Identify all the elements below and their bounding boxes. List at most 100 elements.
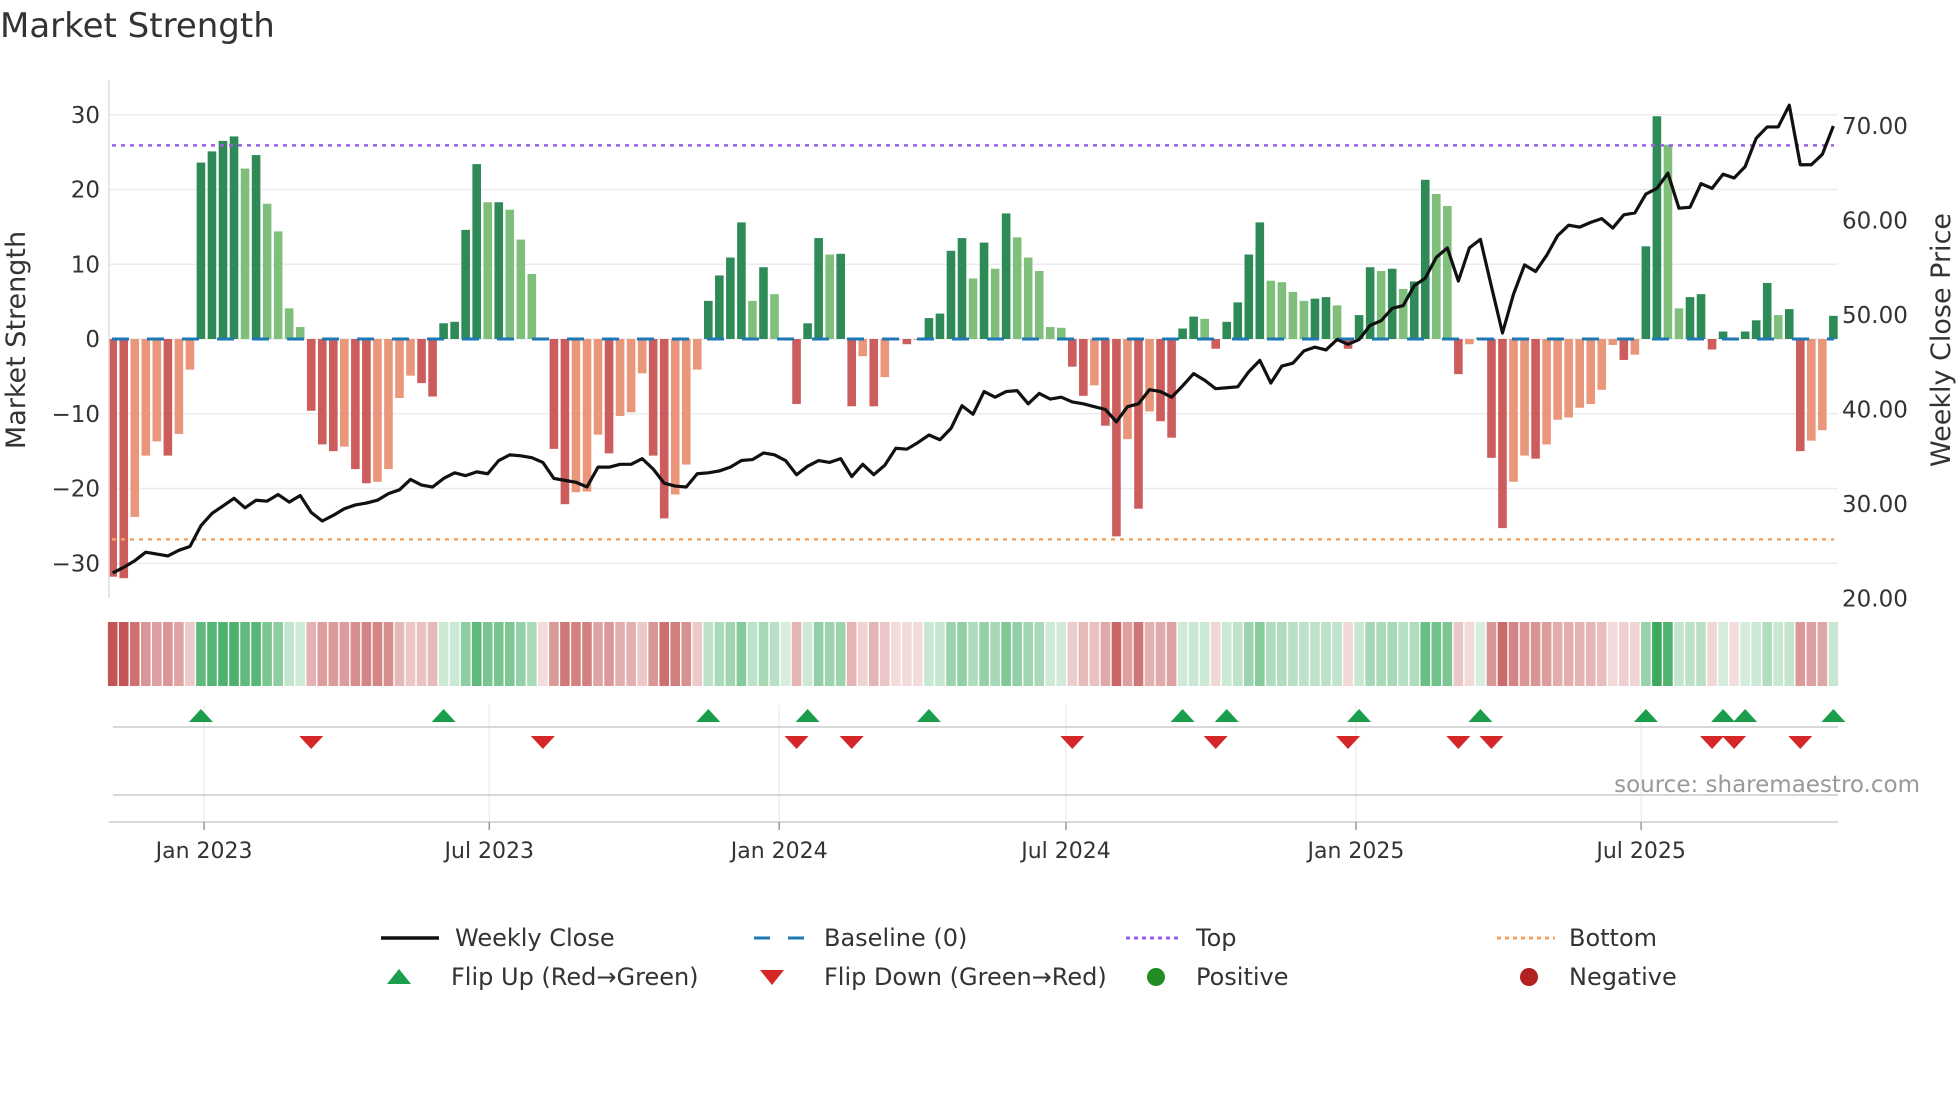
strength-bar: [317, 339, 327, 445]
strength-bar: [1762, 282, 1772, 339]
legend-positive: Positive: [1126, 963, 1289, 991]
strength-bar: [1112, 339, 1121, 537]
strip-cell: [648, 622, 658, 686]
strength-bar: [1266, 280, 1276, 339]
strip-cell: [692, 622, 703, 686]
x-tick-label: Jul 2024: [1019, 839, 1111, 864]
strength-bar: [1487, 339, 1496, 458]
strip-cell: [1100, 622, 1111, 686]
weekly-close-series: [111, 103, 1835, 575]
strength-bar: [604, 339, 614, 454]
flip-up-marker: [916, 709, 941, 722]
legend-label: Top: [1196, 924, 1237, 952]
strip-cell: [1696, 622, 1706, 686]
strip-cell: [1365, 622, 1375, 686]
strength-bar: [1101, 339, 1110, 426]
strength-bar: [1443, 205, 1452, 339]
strength-bar: [141, 339, 151, 456]
strength-bar: [1288, 291, 1298, 339]
strength-bar: [792, 339, 801, 405]
strength-bar: [1575, 339, 1584, 408]
strip-cell: [802, 622, 813, 686]
strength-bar: [384, 339, 393, 470]
strip-cell: [670, 622, 681, 686]
strength-bar: [505, 209, 515, 339]
strip-cell: [317, 622, 328, 686]
y-axis-title: Market Strength: [1, 231, 32, 449]
strength-bar: [924, 318, 934, 339]
strip-cell: [1773, 622, 1784, 686]
strip-cell: [328, 622, 339, 686]
strength-bar: [1586, 339, 1596, 405]
strength-bar: [450, 321, 459, 339]
strip-cell: [383, 622, 394, 686]
strength-bar: [1178, 328, 1187, 339]
strength-bar: [990, 268, 1000, 339]
strip-cell: [527, 622, 537, 686]
strength-bar: [571, 339, 581, 493]
strip-cell: [229, 622, 239, 686]
strength-bar: [1409, 281, 1419, 339]
strip-cell: [1155, 622, 1166, 686]
strength-bar: [1244, 254, 1254, 339]
strip-cell: [1420, 622, 1431, 686]
flip-down-marker: [299, 736, 324, 749]
y2-tick-label: 50.00: [1842, 303, 1908, 329]
strip-cell: [416, 622, 427, 686]
x-tick-label: Jul 2025: [1594, 839, 1686, 864]
strip-cell: [140, 622, 151, 686]
strip-cell: [1619, 622, 1629, 686]
strip-cell: [1045, 622, 1056, 686]
strength-bar: [1255, 222, 1265, 339]
strength-bar: [1023, 257, 1033, 339]
strength-bar: [240, 168, 250, 339]
strip-cell: [1199, 622, 1210, 686]
strength-bar: [395, 339, 404, 399]
strength-bar: [704, 300, 713, 339]
strip-cell: [1288, 622, 1298, 686]
strip-cell: [1343, 622, 1353, 686]
dashed-line-icon: [754, 936, 810, 940]
legend-flip-down: Flip Down (Green→Red): [754, 963, 1107, 991]
strip-cell: [1078, 622, 1089, 686]
strength-bar: [715, 275, 724, 339]
strength-bar: [1498, 339, 1507, 529]
flip-up-marker: [1711, 709, 1736, 722]
strip-cell: [405, 622, 416, 686]
strength-bar: [1398, 288, 1408, 339]
strength-bar: [770, 294, 779, 339]
strength-bar: [637, 339, 647, 374]
legend-weekly-close: Weekly Close: [381, 924, 615, 952]
dotted-line-icon: [1497, 936, 1555, 940]
strip-cell: [1497, 622, 1508, 686]
strip-cell: [152, 622, 162, 686]
strip-cell: [1596, 622, 1607, 686]
strength-bar: [1167, 339, 1176, 438]
strip-cell: [504, 622, 515, 686]
strength-bar: [1222, 321, 1232, 339]
y-tick-label: 0: [85, 327, 100, 353]
strength-bar: [1277, 282, 1287, 339]
flip-up-marker: [795, 709, 820, 722]
strip-cell: [637, 622, 647, 686]
strip-cell: [196, 622, 206, 686]
strip-cell: [1541, 622, 1552, 686]
strength-bar: [1630, 339, 1640, 355]
strip-cell: [339, 622, 350, 686]
strip-cell: [1751, 622, 1761, 686]
reference-lines: [112, 144, 1834, 541]
circle-icon: [1147, 968, 1165, 986]
strength-bar: [1432, 193, 1441, 339]
strength-bar: [185, 339, 195, 370]
strip-cell: [1299, 622, 1309, 686]
strip-cell: [1828, 622, 1839, 686]
strength-bar: [549, 339, 559, 449]
flip-up-marker: [1733, 709, 1758, 722]
strip-cell: [1740, 622, 1750, 686]
flip-up-marker: [1170, 709, 1195, 722]
strip-cell: [968, 622, 978, 686]
strip-cell: [1464, 622, 1475, 686]
strip-cell: [516, 622, 526, 686]
strip-cell: [747, 622, 758, 686]
strength-bar: [1068, 339, 1077, 367]
